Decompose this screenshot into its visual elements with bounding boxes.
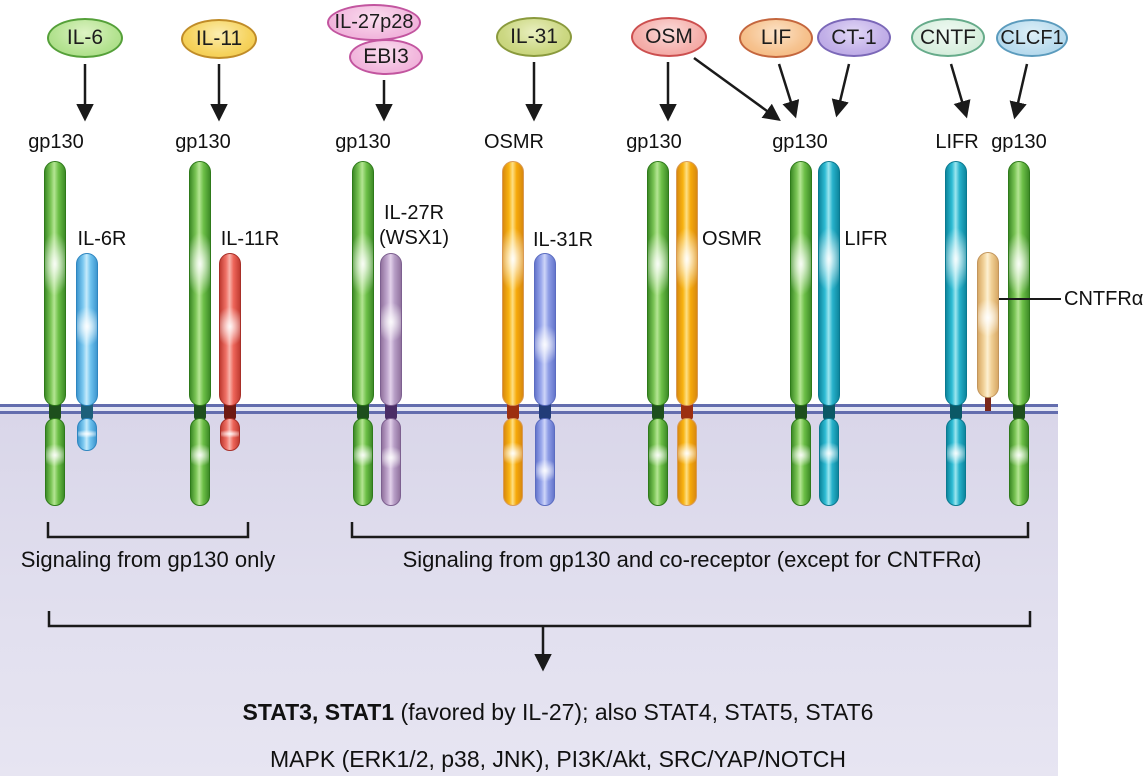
coreceptor-label-cntfra: CNTFRα	[1064, 288, 1144, 310]
lifr-rod-col6	[818, 161, 840, 406]
cytokine-il31-label: IL-31	[510, 25, 558, 48]
receptor-label-col7-gp130: gp130	[991, 131, 1047, 153]
receptor-label-col7-lifr: LIFR	[935, 131, 979, 153]
il6r-rod	[76, 253, 98, 406]
caption-gp130-coreceptor: Signaling from gp130 and co-receptor (ex…	[402, 547, 982, 572]
arrow-ct1-to-gp130	[831, 63, 851, 118]
receptor-label-col3-gp130: gp130	[335, 131, 391, 153]
coreceptor-label-il27r-line1: IL-27R	[383, 202, 445, 224]
cytokine-il6: IL-6	[47, 18, 123, 58]
cytokine-il6-label: IL-6	[66, 26, 104, 49]
receptor-label-col6-gp130: gp130	[772, 131, 828, 153]
cytokine-ebi3: EBI3	[349, 39, 423, 75]
il31r-rod	[534, 253, 556, 406]
cytokine-cntf: CNTF	[911, 18, 985, 57]
coreceptor-label-lifr: LIFR	[844, 228, 888, 250]
signaling-output-mapk-line: MAPK (ERK1/2, p38, JNK), PI3K/Akt, SRC/Y…	[269, 746, 847, 772]
gp130-rod-col5	[647, 161, 669, 406]
cytokine-clcf1-label: CLCF1	[1000, 26, 1064, 49]
arrow-lif-to-gp130	[777, 63, 800, 119]
cytokine-il11-label: IL-11	[195, 27, 243, 50]
receptor-label-col5-gp130: gp130	[626, 131, 682, 153]
il6r-tail	[77, 418, 97, 451]
receptor-label-col1-gp130: gp130	[28, 131, 84, 153]
cytokine-cntf-label: CNTF	[920, 25, 976, 49]
osmr-rod-col4	[502, 161, 524, 406]
receptor-label-col2-gp130: gp130	[175, 131, 231, 153]
arrow-clcf1-to-gp130	[1009, 63, 1029, 120]
gp130-tail-col6	[791, 418, 811, 506]
cytoplasm-region	[0, 414, 1058, 776]
lifr-tail-col6	[819, 418, 839, 506]
osmr-tail-col5	[677, 418, 697, 506]
coreceptor-label-osmr: OSMR	[702, 228, 762, 250]
cytokine-il11: IL-11	[181, 19, 257, 59]
gp130-tail-col1	[45, 418, 65, 506]
cytokine-lif: LIF	[739, 18, 813, 58]
arrow-cntf-to-lifr	[949, 63, 971, 119]
il11r-rod	[219, 253, 241, 406]
gp130-rod-col7	[1008, 161, 1030, 406]
cytokine-il27p28-label: IL-27p28	[334, 11, 414, 33]
coreceptor-label-il27r: IL-27R (WSX1)	[379, 201, 449, 251]
gp130-rod-col2	[189, 161, 211, 406]
lifr-rod-col7	[945, 161, 967, 406]
receptor-label-col4-osmr: OSMR	[484, 131, 544, 153]
gp130-tail-col3	[353, 418, 373, 506]
il31r-tail	[535, 418, 555, 506]
coreceptor-label-il11r: IL-11R	[220, 228, 280, 250]
osmr-tail-col4	[503, 418, 523, 506]
stat-bold-text: STAT3, STAT1	[242, 699, 395, 725]
il27r-tail	[381, 418, 401, 506]
arrow-osm-to-gp130-lifr	[693, 56, 781, 122]
cytokine-osm-label: OSM	[645, 25, 693, 48]
coreceptor-label-il31r: IL-31R	[532, 229, 594, 251]
gp130-tail-col5	[648, 418, 668, 506]
cytokine-lif-label: LIF	[760, 26, 792, 49]
coreceptor-label-il6r: IL-6R	[77, 228, 127, 250]
cntfra-gpi-anchor	[985, 396, 991, 411]
cytokine-ct1-label: CT-1	[831, 25, 877, 49]
cntfra-rod	[977, 252, 999, 398]
gp130-rod-col3	[352, 161, 374, 406]
cytokine-ct1: CT-1	[817, 18, 891, 57]
il27r-rod	[380, 253, 402, 406]
il11r-tail	[220, 418, 240, 451]
stat-rest-text: (favored by IL-27); also STAT4, STAT5, S…	[394, 699, 874, 725]
gp130-tail-col7	[1009, 418, 1029, 506]
cytokine-clcf1: CLCF1	[996, 19, 1068, 57]
cytokine-osm: OSM	[631, 17, 707, 57]
cytokine-il27p28: IL-27p28	[327, 4, 421, 41]
gp130-rod-col1	[44, 161, 66, 406]
cytokine-ebi3-label: EBI3	[363, 45, 409, 68]
osmr-rod-col5	[676, 161, 698, 406]
lifr-tail-col7	[946, 418, 966, 506]
coreceptor-label-il27r-line2: (WSX1)	[379, 227, 449, 249]
signaling-output-stat-line: STAT3, STAT1 (favored by IL-27); also ST…	[243, 699, 874, 726]
gp130-rod-col6	[790, 161, 812, 406]
cytokine-il31: IL-31	[496, 17, 572, 57]
gp130-tail-col2	[190, 418, 210, 506]
caption-gp130-only: Signaling from gp130 only	[20, 547, 276, 572]
cell-membrane	[0, 404, 1058, 414]
